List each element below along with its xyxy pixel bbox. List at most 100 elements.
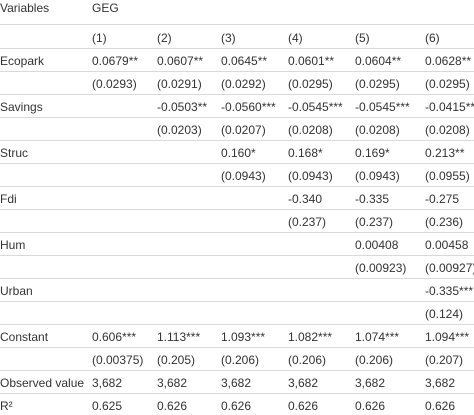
rule (0, 140, 474, 141)
table-cell: 0.0628** (425, 54, 472, 68)
rule (0, 232, 474, 233)
table-cell: 0.626 (221, 399, 252, 413)
rule (0, 94, 474, 95)
row-label: Hum (0, 238, 26, 252)
table-cell: (0.0208) (425, 123, 470, 137)
table-cell: 3,682 (221, 376, 252, 390)
row-label: R² (0, 399, 13, 413)
table-cell: 0.0645** (221, 54, 268, 68)
rule (0, 370, 474, 371)
table-cell: 0.626 (355, 399, 386, 413)
table-cell: 0.606*** (92, 330, 137, 344)
table-cell: (0.0207) (221, 123, 266, 137)
table-cell: 0.00408 (355, 238, 399, 252)
table-cell: 0.169* (355, 146, 390, 160)
table-cell: (0.0295) (355, 77, 400, 91)
column-header: (3) (221, 31, 236, 45)
table-cell: (0.236) (425, 215, 464, 229)
table-cell: (0.0203) (157, 123, 202, 137)
table-cell: 0.00458 (425, 238, 469, 252)
rule (0, 163, 474, 164)
table-cell: 0.0607** (157, 54, 204, 68)
table-cell: (0.0208) (355, 123, 400, 137)
row-label: Struc (0, 146, 29, 160)
table-cell: 0.0679** (92, 54, 139, 68)
table-cell: (0.0208) (288, 123, 333, 137)
table-cell: 0.213** (425, 146, 465, 160)
table-cell: (0.0955) (425, 169, 470, 183)
table-cell: 3,682 (92, 376, 123, 390)
rule (0, 347, 474, 348)
table-cell: (0.0291) (157, 77, 202, 91)
table-cell: (0.00375) (92, 353, 144, 367)
table-cell: 0.626 (157, 399, 188, 413)
table-cell: 0.626 (288, 399, 319, 413)
table-cell: (0.0295) (425, 77, 470, 91)
table-cell: 1.082*** (288, 330, 333, 344)
column-header: (5) (355, 31, 370, 45)
table-cell: -0.0560*** (221, 100, 276, 114)
table-cell: 0.0604** (355, 54, 402, 68)
table-cell: 1.093*** (221, 330, 266, 344)
row-label: Ecopark (0, 54, 45, 68)
table-cell: -0.335 (355, 192, 390, 206)
table-cell: (0.237) (288, 215, 327, 229)
table-cell: (0.0943) (355, 169, 400, 183)
table-cell: -0.0545*** (288, 100, 343, 114)
column-header: (4) (288, 31, 303, 45)
table-cell: 1.113*** (157, 330, 201, 344)
table-cell: -0.0503** (157, 100, 208, 114)
table-cell: (0.00923) (355, 261, 407, 275)
rule (0, 71, 474, 72)
rule (0, 278, 474, 279)
rule (0, 324, 474, 325)
table-cell: 3,682 (355, 376, 386, 390)
row-label: Savings (0, 100, 43, 114)
table-cell: (0.124) (425, 307, 464, 321)
rule (0, 301, 474, 302)
table-cell: (0.0292) (221, 77, 266, 91)
table-cell: -0.0545*** (355, 100, 410, 114)
rule (0, 255, 474, 256)
table-cell: (0.206) (221, 353, 260, 367)
table-cell: 0.625 (92, 399, 123, 413)
rule (0, 48, 474, 49)
table-cell: (0.0295) (288, 77, 333, 91)
header-variables: Variables (0, 1, 50, 15)
table-cell: (0.237) (355, 215, 394, 229)
row-label: Constant (0, 330, 49, 344)
table-cell: (0.0943) (221, 169, 266, 183)
table-cell: (0.206) (355, 353, 394, 367)
table-cell: (0.205) (157, 353, 196, 367)
table-cell: 3,682 (288, 376, 319, 390)
column-header: (2) (157, 31, 172, 45)
row-label: Fdi (0, 192, 17, 206)
row-label: Observed value (0, 376, 85, 390)
rule (0, 393, 474, 394)
table-cell: 0.160* (221, 146, 256, 160)
rule (0, 186, 474, 187)
table-cell: (0.0293) (92, 77, 137, 91)
table-cell: (0.207) (425, 353, 464, 367)
table-cell: 0.626 (425, 399, 456, 413)
header-group: GEG (92, 1, 119, 15)
table-cell: -0.335*** (425, 284, 474, 298)
table-cell: (0.206) (288, 353, 327, 367)
rule (0, 24, 474, 25)
table-cell: 0.0601** (288, 54, 335, 68)
table-cell: 1.094*** (425, 330, 470, 344)
rule (0, 117, 474, 118)
column-header: (6) (425, 31, 440, 45)
row-label: Urban (0, 284, 33, 298)
table-cell: -0.0415** (425, 100, 474, 114)
table-cell: -0.275 (425, 192, 460, 206)
table-cell: 1.074*** (355, 330, 400, 344)
table-cell: 3,682 (425, 376, 456, 390)
table-cell: (0.0943) (288, 169, 333, 183)
table-cell: 0.168* (288, 146, 323, 160)
rule (0, 209, 474, 210)
table-cell: -0.340 (288, 192, 323, 206)
table-cell: 3,682 (157, 376, 188, 390)
table-cell: (0.00927) (425, 261, 474, 275)
